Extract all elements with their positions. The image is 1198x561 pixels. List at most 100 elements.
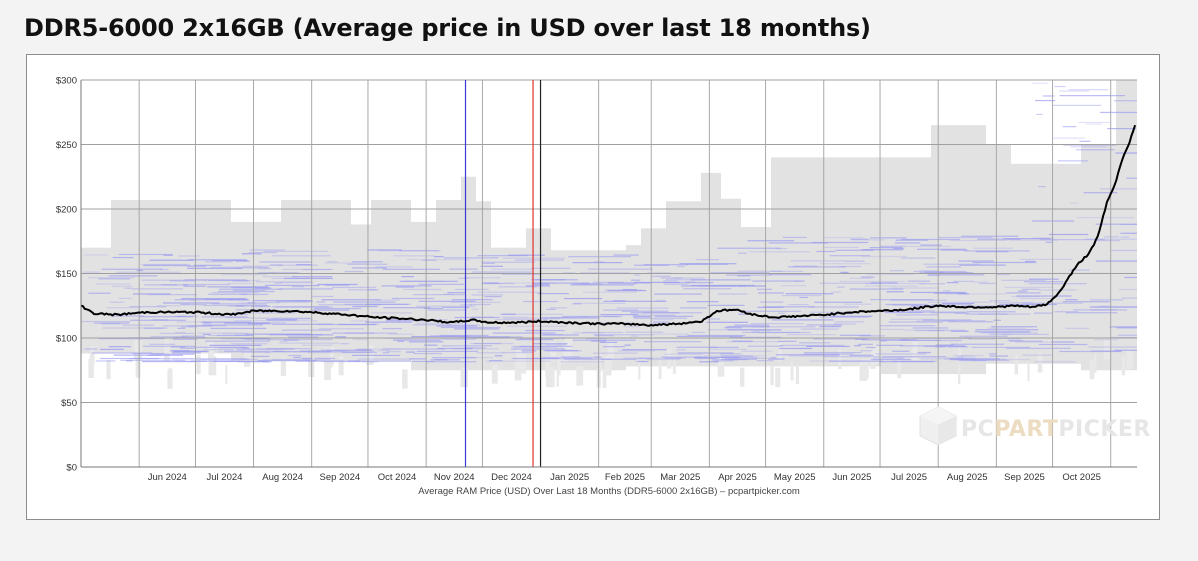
price-listing-line <box>849 288 904 290</box>
price-listing-line <box>218 347 249 349</box>
price-listing-line <box>726 274 772 276</box>
price-listing-line <box>1017 290 1028 292</box>
price-listing-line <box>686 301 719 303</box>
price-listing-line <box>823 246 859 249</box>
price-listing-line <box>498 286 537 288</box>
price-listing-line <box>900 257 936 259</box>
band-speckle <box>1126 349 1130 369</box>
band-column <box>111 199 231 354</box>
price-listing-line <box>1070 146 1108 148</box>
price-listing-line <box>388 319 402 321</box>
band-speckle <box>598 352 602 372</box>
price-listing-line <box>680 307 707 309</box>
band-speckle <box>958 343 962 363</box>
price-listing-line <box>162 325 227 327</box>
price-listing-line <box>1114 100 1137 102</box>
price-listing-line <box>945 293 1007 295</box>
price-listing-line <box>193 264 222 266</box>
price-listing-line <box>916 320 957 322</box>
price-listing-line <box>242 253 262 255</box>
price-listing-line <box>734 324 770 326</box>
price-listing-line <box>677 266 685 268</box>
price-listing-line <box>928 274 985 276</box>
price-listing-line <box>1114 349 1137 351</box>
price-listing-line <box>911 337 972 340</box>
price-listing-line <box>395 286 415 288</box>
price-listing-line <box>718 293 748 295</box>
price-listing-line <box>638 357 653 360</box>
price-listing-line <box>203 322 212 324</box>
price-listing-line <box>623 326 640 328</box>
price-listing-line <box>169 280 196 282</box>
price-listing-line <box>530 267 571 269</box>
price-listing-line <box>1086 123 1103 125</box>
price-listing-line <box>541 317 600 319</box>
price-listing-line <box>1117 334 1137 336</box>
price-listing-line <box>433 256 444 258</box>
price-listing-line <box>181 298 246 300</box>
band-speckle <box>330 346 334 366</box>
price-listing-line <box>804 351 862 354</box>
price-listing-line <box>870 358 911 361</box>
price-listing-line <box>830 315 873 317</box>
price-listing-line <box>1024 281 1064 283</box>
price-listing-line <box>1095 260 1137 262</box>
price-listing-line <box>654 293 702 295</box>
price-listing-line <box>1059 95 1125 97</box>
price-listing-line <box>664 353 703 355</box>
price-listing-line <box>190 360 207 362</box>
price-listing-line <box>799 296 808 299</box>
price-listing-line <box>726 326 770 328</box>
price-listing-line <box>377 349 390 352</box>
price-listing-line <box>210 327 267 330</box>
price-listing-line <box>405 351 415 353</box>
price-listing-line <box>347 360 360 362</box>
price-listing-line <box>91 352 153 354</box>
price-listing-line <box>1083 192 1118 194</box>
price-listing-line <box>81 320 131 323</box>
price-listing-line <box>926 274 941 277</box>
price-listing-line <box>742 331 801 334</box>
price-listing-line <box>1016 295 1072 297</box>
price-listing-line <box>209 344 262 346</box>
price-listing-line <box>587 268 653 270</box>
price-listing-line <box>593 352 638 354</box>
price-listing-line <box>202 324 264 326</box>
price-listing-line <box>265 301 310 303</box>
price-listing-line <box>302 357 313 359</box>
price-listing-line <box>276 300 313 302</box>
price-listing-line <box>888 321 943 323</box>
price-listing-line <box>515 339 554 341</box>
price-listing-line <box>188 259 247 261</box>
price-listing-line <box>663 280 678 282</box>
price-listing-line <box>572 339 636 341</box>
price-listing-line <box>1038 343 1088 346</box>
price-listing-line <box>895 239 929 241</box>
price-listing-line <box>159 268 169 271</box>
price-listing-line <box>1120 232 1137 234</box>
price-listing-line <box>793 265 818 267</box>
price-listing-line <box>881 339 931 341</box>
band-speckle <box>89 345 95 366</box>
price-listing-line <box>269 334 313 336</box>
band-speckle <box>402 369 408 389</box>
price-listing-line <box>370 312 412 314</box>
price-listing-line <box>397 340 405 342</box>
price-listing-line <box>262 275 299 278</box>
price-listing-line <box>707 304 745 306</box>
band-speckle <box>208 341 214 361</box>
price-listing-line <box>1052 137 1085 139</box>
price-listing-line <box>940 249 968 251</box>
price-listing-line <box>931 339 963 342</box>
price-listing-line <box>124 287 132 289</box>
price-listing-line <box>1022 354 1053 356</box>
price-listing-line <box>207 293 248 295</box>
price-listing-line <box>943 290 951 292</box>
price-listing-line <box>809 311 847 313</box>
price-listing-line <box>382 268 440 270</box>
price-listing-line <box>426 361 477 363</box>
price-listing-line <box>242 265 270 267</box>
price-listing-line <box>942 320 986 322</box>
price-listing-line <box>788 355 839 357</box>
price-listing-line <box>864 285 919 287</box>
